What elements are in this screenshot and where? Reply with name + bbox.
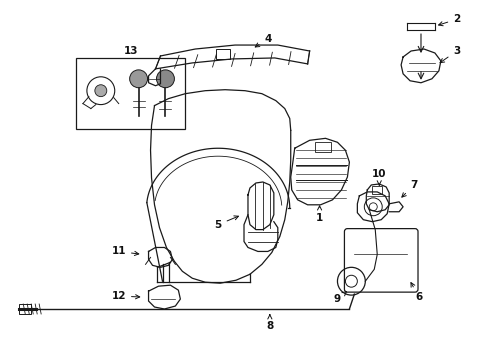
- Bar: [76, 58, 185, 129]
- Text: 1: 1: [315, 206, 323, 223]
- Text: 3: 3: [439, 46, 460, 63]
- Text: 10: 10: [371, 169, 386, 185]
- Text: 12: 12: [111, 291, 140, 301]
- Bar: [216, 49, 230, 59]
- Circle shape: [156, 70, 174, 88]
- Text: 7: 7: [401, 180, 417, 197]
- Text: 5: 5: [214, 216, 238, 230]
- Text: 13: 13: [123, 46, 138, 56]
- Circle shape: [95, 85, 106, 96]
- Bar: [19, 304, 31, 314]
- Bar: [314, 142, 330, 152]
- Text: 4: 4: [255, 34, 271, 47]
- Circle shape: [129, 70, 147, 88]
- Text: 8: 8: [265, 315, 273, 331]
- Text: 11: 11: [111, 247, 139, 256]
- Text: 9: 9: [333, 292, 346, 304]
- Text: 2: 2: [438, 14, 460, 26]
- Bar: [371, 186, 382, 194]
- Text: 6: 6: [410, 283, 422, 302]
